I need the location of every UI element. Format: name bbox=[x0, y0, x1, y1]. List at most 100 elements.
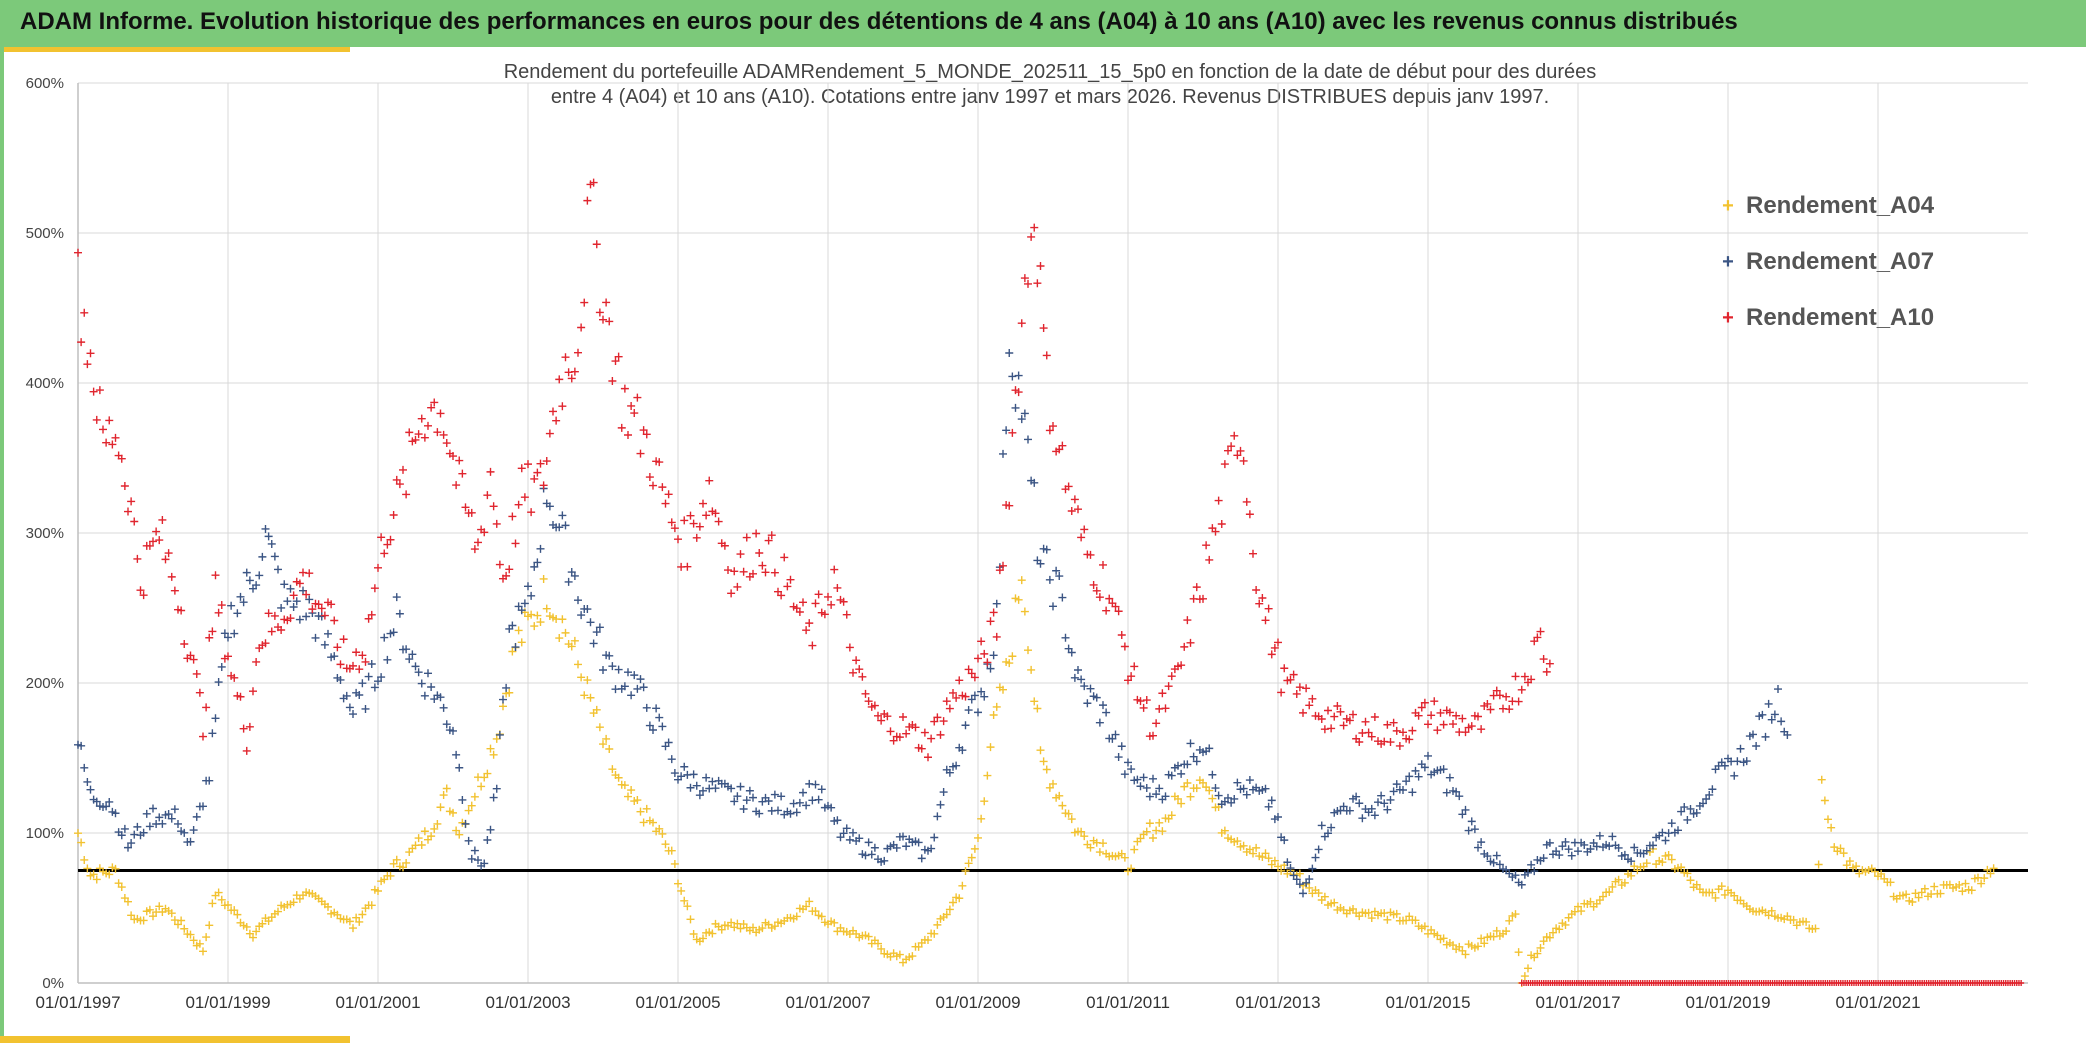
point-Rendement_A07 bbox=[83, 777, 92, 786]
point-Rendement_A07 bbox=[1117, 742, 1126, 751]
point-Rendement_A04 bbox=[877, 944, 886, 953]
point-Rendement_A04 bbox=[530, 622, 539, 631]
point-Rendement_A10 bbox=[658, 483, 667, 492]
point-Rendement_A10 bbox=[355, 665, 364, 674]
point-Rendement_A07 bbox=[524, 582, 532, 591]
point-Rendement_A10 bbox=[620, 384, 629, 393]
point-Rendement_A07 bbox=[1189, 752, 1198, 761]
point-Rendement_A10 bbox=[536, 459, 545, 468]
point-Rendement_A04 bbox=[1914, 893, 1923, 902]
point-Rendement_A07 bbox=[774, 806, 782, 815]
point-Rendement_A07 bbox=[1020, 409, 1029, 418]
point-Rendement_A07 bbox=[658, 722, 667, 731]
point-Rendement_A10 bbox=[1127, 672, 1136, 681]
point-Rendement_A07 bbox=[330, 652, 339, 661]
point-Rendement_A10 bbox=[1336, 707, 1345, 716]
point-Rendement_A04 bbox=[1980, 874, 1989, 883]
point-Rendement_A07 bbox=[336, 675, 345, 684]
point-Rendement_A07 bbox=[511, 643, 520, 652]
point-Rendement_A04 bbox=[1814, 860, 1823, 869]
point-Rendement_A10 bbox=[1167, 672, 1176, 681]
point-Rendement_A07 bbox=[1024, 435, 1032, 444]
point-Rendement_A04 bbox=[1686, 876, 1695, 885]
point-Rendement_A04 bbox=[658, 829, 667, 838]
point-Rendement_A07 bbox=[849, 828, 857, 837]
point-Rendement_A10 bbox=[1024, 279, 1032, 288]
point-Rendement_A07 bbox=[1489, 858, 1498, 867]
point-Rendement_A07 bbox=[1474, 843, 1482, 852]
point-Rendement_A10 bbox=[508, 512, 517, 521]
point-Rendement_A10 bbox=[1542, 667, 1551, 676]
point-Rendement_A07 bbox=[802, 801, 811, 810]
point-Rendement_A10 bbox=[236, 692, 245, 701]
point-Rendement_A10 bbox=[1242, 497, 1251, 506]
point-Rendement_A07 bbox=[149, 804, 157, 813]
point-Rendement_A10 bbox=[411, 435, 420, 444]
point-Rendement_A04 bbox=[570, 636, 579, 645]
point-Rendement_A10 bbox=[1420, 698, 1429, 707]
point-Rendement_A04 bbox=[805, 897, 814, 906]
point-Rendement_A07 bbox=[267, 539, 276, 548]
point-Rendement_A04 bbox=[414, 834, 423, 843]
point-Rendement_A10 bbox=[855, 665, 864, 674]
point-Rendement_A07 bbox=[833, 816, 842, 825]
point-Rendement_A10 bbox=[1305, 701, 1314, 710]
point-Rendement_A10 bbox=[1164, 682, 1173, 691]
point-Rendement_A04 bbox=[117, 883, 126, 892]
point-Rendement_A10 bbox=[333, 643, 342, 652]
point-Rendement_A07 bbox=[1558, 842, 1567, 851]
point-Rendement_A10 bbox=[608, 377, 617, 385]
point-Rendement_A07 bbox=[1483, 852, 1492, 861]
point-Rendement_A10 bbox=[952, 693, 961, 702]
point-Rendement_A10 bbox=[1383, 720, 1392, 729]
point-Rendement_A10 bbox=[830, 565, 839, 574]
point-Rendement_A10 bbox=[427, 403, 436, 412]
point-Rendement_A04 bbox=[602, 734, 611, 743]
point-Rendement_A10 bbox=[933, 713, 942, 722]
point-Rendement_A10 bbox=[995, 566, 1004, 575]
point-Rendement_A10 bbox=[961, 692, 970, 701]
point-Rendement_A07 bbox=[870, 843, 879, 852]
point-Rendement_A04 bbox=[983, 771, 992, 780]
point-Rendement_A10 bbox=[1405, 735, 1414, 744]
point-Rendement_A07 bbox=[252, 581, 261, 590]
point-Rendement_A10 bbox=[1245, 510, 1254, 519]
point-Rendement_A07 bbox=[227, 601, 236, 610]
point-Rendement_A07 bbox=[630, 671, 639, 680]
point-Rendement_A07 bbox=[1620, 850, 1629, 859]
point-Rendement_A10 bbox=[1070, 495, 1079, 504]
point-Rendement_A04 bbox=[105, 870, 114, 879]
point-Rendement_A10 bbox=[561, 353, 570, 362]
point-Rendement_A10 bbox=[195, 688, 204, 697]
point-Rendement_A04 bbox=[749, 923, 757, 932]
point-Rendement_A07 bbox=[1161, 792, 1170, 801]
x-tick-label: 01/01/2003 bbox=[485, 993, 570, 1012]
point-Rendement_A07 bbox=[1355, 799, 1364, 808]
point-Rendement_A07 bbox=[286, 584, 295, 593]
point-Rendement_A10 bbox=[199, 732, 207, 741]
point-Rendement_A10 bbox=[1277, 688, 1286, 697]
point-Rendement_A07 bbox=[449, 726, 457, 735]
point-Rendement_A10 bbox=[720, 541, 729, 550]
point-Rendement_A10 bbox=[617, 423, 626, 432]
point-Rendement_A10 bbox=[1142, 696, 1151, 705]
point-Rendement_A04 bbox=[1574, 902, 1582, 911]
point-Rendement_A10 bbox=[580, 298, 589, 307]
point-Rendement_A04 bbox=[74, 829, 82, 838]
point-Rendement_A10 bbox=[83, 360, 92, 369]
point-Rendement_A10 bbox=[542, 457, 551, 466]
point-Rendement_A04 bbox=[399, 863, 407, 872]
point-Rendement_A04 bbox=[1039, 757, 1048, 766]
point-Rendement_A07 bbox=[392, 593, 401, 602]
point-Rendement_A10 bbox=[370, 584, 379, 593]
point-Rendement_A10 bbox=[702, 511, 711, 520]
point-Rendement_A10 bbox=[1492, 686, 1501, 695]
point-Rendement_A07 bbox=[1692, 808, 1701, 817]
x-tick-label: 01/01/2017 bbox=[1535, 993, 1620, 1012]
point-Rendement_A04 bbox=[614, 773, 623, 782]
point-Rendement_A10 bbox=[186, 651, 195, 660]
point-Rendement_A10 bbox=[649, 481, 657, 490]
point-Rendement_A10 bbox=[302, 590, 311, 599]
point-Rendement_A10 bbox=[1136, 697, 1145, 706]
point-Rendement_A10 bbox=[783, 582, 792, 591]
